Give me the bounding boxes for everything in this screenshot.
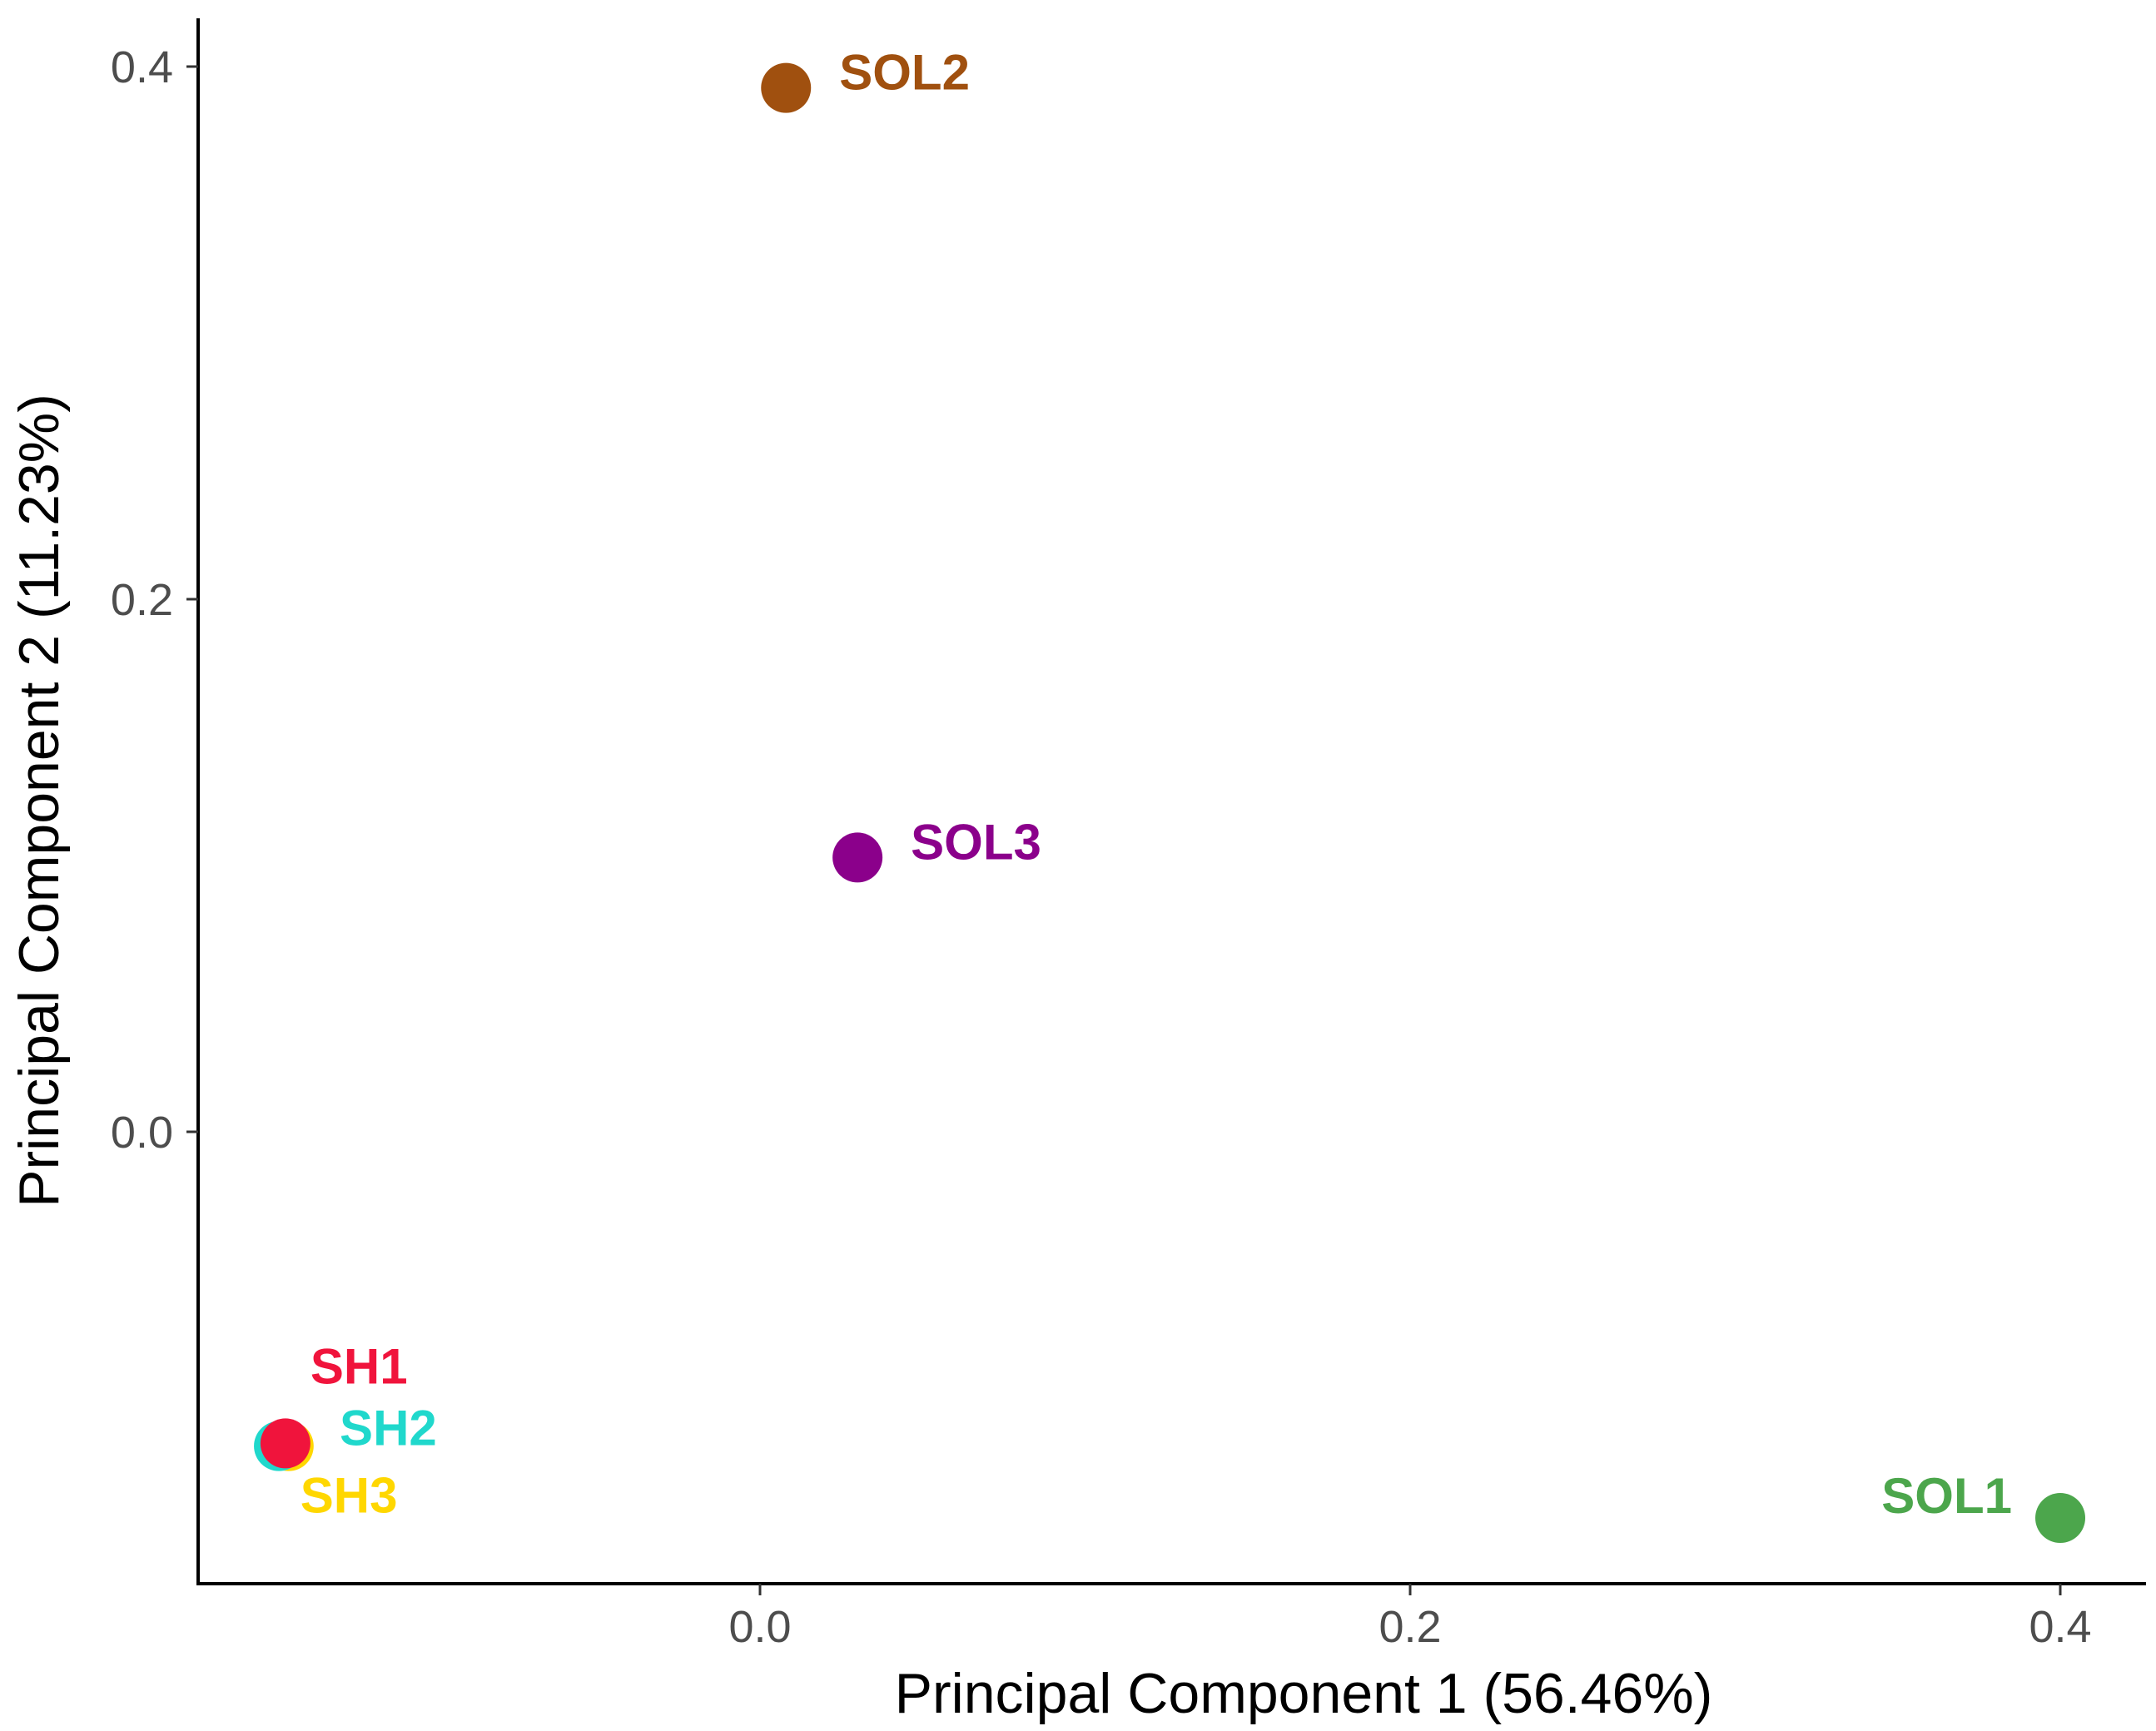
point-label-sol2: SOL2 bbox=[839, 45, 970, 101]
point-labels: SOL2 SOL3 SOL1 SH3 SH2 SH1 bbox=[301, 45, 2012, 1524]
y-axis-title: Principal Component 2 (11.23%) bbox=[7, 394, 71, 1208]
point-label-sol1: SOL1 bbox=[1881, 1468, 2012, 1524]
axes bbox=[196, 18, 2146, 1585]
point-label-sh2: SH2 bbox=[340, 1401, 437, 1456]
x-tick-label: 0.0 bbox=[728, 1602, 791, 1652]
x-tick-label: 0.2 bbox=[1379, 1602, 1441, 1652]
point-label-sh1: SH1 bbox=[310, 1338, 408, 1394]
y-tick-label: 0.4 bbox=[111, 42, 173, 92]
point-label-sh3: SH3 bbox=[301, 1468, 398, 1524]
x-tick-label: 0.4 bbox=[2029, 1602, 2091, 1652]
data-point-sol3 bbox=[832, 832, 883, 883]
data-point-sh1 bbox=[260, 1418, 310, 1469]
data-point-sol1 bbox=[2035, 1493, 2085, 1543]
y-tick-label: 0.2 bbox=[111, 575, 173, 625]
point-label-sol3: SOL3 bbox=[911, 814, 1041, 870]
y-ticks: 0.0 0.2 0.4 bbox=[111, 42, 198, 1158]
x-axis-title: Principal Component 1 (56.46%) bbox=[895, 1662, 1713, 1725]
data-point-sol2 bbox=[761, 62, 812, 113]
y-tick-label: 0.0 bbox=[111, 1108, 173, 1158]
x-ticks: 0.0 0.2 0.4 bbox=[728, 1584, 2092, 1652]
data-points bbox=[254, 62, 2085, 1543]
